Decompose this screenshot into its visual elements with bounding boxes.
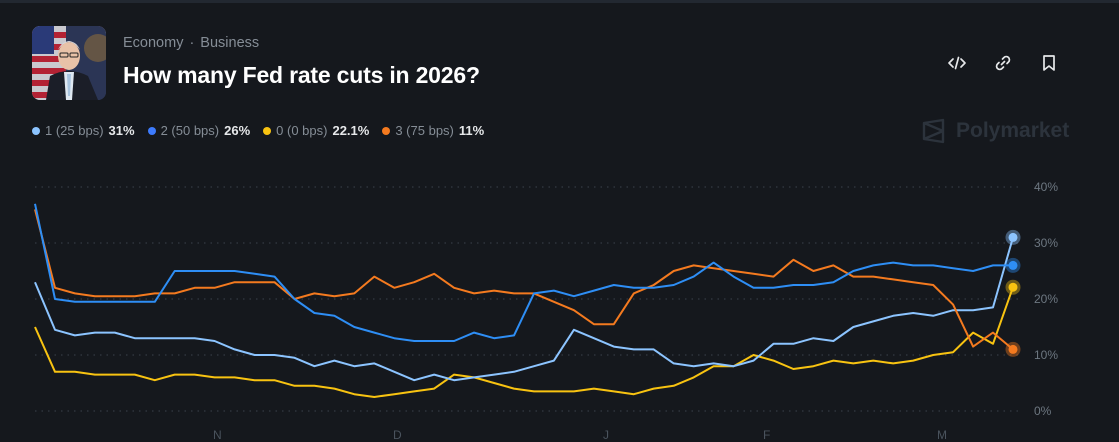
market-avatar bbox=[32, 26, 106, 100]
chart-series bbox=[34, 203, 1014, 398]
y-tick-label: 20% bbox=[1034, 292, 1059, 306]
legend-dot-icon bbox=[382, 126, 391, 135]
probability-line-chart[interactable] bbox=[0, 170, 1119, 436]
page-title: How many Fed rate cuts in 2026? bbox=[123, 62, 480, 88]
copy-link-button[interactable] bbox=[990, 50, 1016, 76]
series-line bbox=[34, 203, 1013, 342]
x-tick-label: N bbox=[213, 428, 222, 442]
legend-label: 2 (50 bps) bbox=[160, 123, 220, 138]
end-marker-dot bbox=[1008, 344, 1018, 354]
category-link-business[interactable]: Business bbox=[200, 35, 260, 51]
y-tick-label: 10% bbox=[1034, 348, 1059, 362]
legend-value: 31% bbox=[108, 123, 135, 138]
breadcrumb: Economy · Business bbox=[123, 35, 259, 51]
bookmark-icon bbox=[1043, 55, 1055, 71]
legend-dot-icon bbox=[263, 126, 272, 135]
legend-value: 26% bbox=[224, 123, 251, 138]
breadcrumb-separator: · bbox=[189, 35, 195, 51]
x-tick-label: D bbox=[393, 428, 402, 442]
end-marker-dot bbox=[1008, 260, 1018, 270]
legend-label: 1 (25 bps) bbox=[45, 123, 104, 138]
y-tick-label: 0% bbox=[1034, 404, 1052, 418]
category-link-economy[interactable]: Economy bbox=[123, 35, 184, 51]
legend-label: 0 (0 bps) bbox=[276, 123, 328, 138]
series-line bbox=[34, 286, 1014, 398]
end-marker-dot bbox=[1008, 282, 1018, 292]
top-border bbox=[0, 0, 1119, 3]
code-icon bbox=[948, 56, 966, 70]
y-tick-label: 30% bbox=[1034, 236, 1059, 250]
legend-item-1-cut[interactable]: 1 (25 bps) 31% bbox=[32, 123, 135, 138]
legend-value: 22.1% bbox=[332, 123, 370, 138]
end-marker-dot bbox=[1008, 232, 1018, 242]
portrait-image bbox=[32, 26, 106, 100]
brand-name: Polymarket bbox=[956, 119, 1070, 142]
link-icon bbox=[995, 55, 1011, 71]
chart-gridlines bbox=[35, 186, 1020, 412]
legend-value: 11% bbox=[458, 123, 485, 138]
legend-dot-icon bbox=[32, 126, 40, 135]
x-tick-label: F bbox=[763, 428, 771, 442]
chart-end-markers bbox=[1005, 229, 1021, 357]
legend-item-0-cuts[interactable]: 0 (0 bps) 22.1% bbox=[263, 123, 369, 138]
legend-item-3-cuts[interactable]: 3 (75 bps) 11% bbox=[382, 123, 484, 138]
x-tick-label: J bbox=[603, 428, 609, 442]
embed-button[interactable] bbox=[944, 50, 970, 76]
bookmark-button[interactable] bbox=[1036, 50, 1062, 76]
action-toolbar bbox=[944, 50, 1062, 76]
legend-label: 3 (75 bps) bbox=[395, 123, 454, 138]
x-tick-label: M bbox=[937, 428, 947, 442]
chart-legend: 1 (25 bps) 31% 2 (50 bps) 26% 0 (0 bps) … bbox=[32, 123, 484, 138]
y-tick-label: 40% bbox=[1034, 180, 1059, 194]
series-line bbox=[34, 209, 1014, 351]
legend-dot-icon bbox=[147, 126, 156, 135]
series-line bbox=[34, 237, 1014, 382]
legend-item-2-cuts[interactable]: 2 (50 bps) 26% bbox=[147, 123, 251, 138]
polymarket-logo-icon bbox=[922, 118, 945, 144]
polymarket-watermark: Polymarket bbox=[921, 118, 1069, 144]
